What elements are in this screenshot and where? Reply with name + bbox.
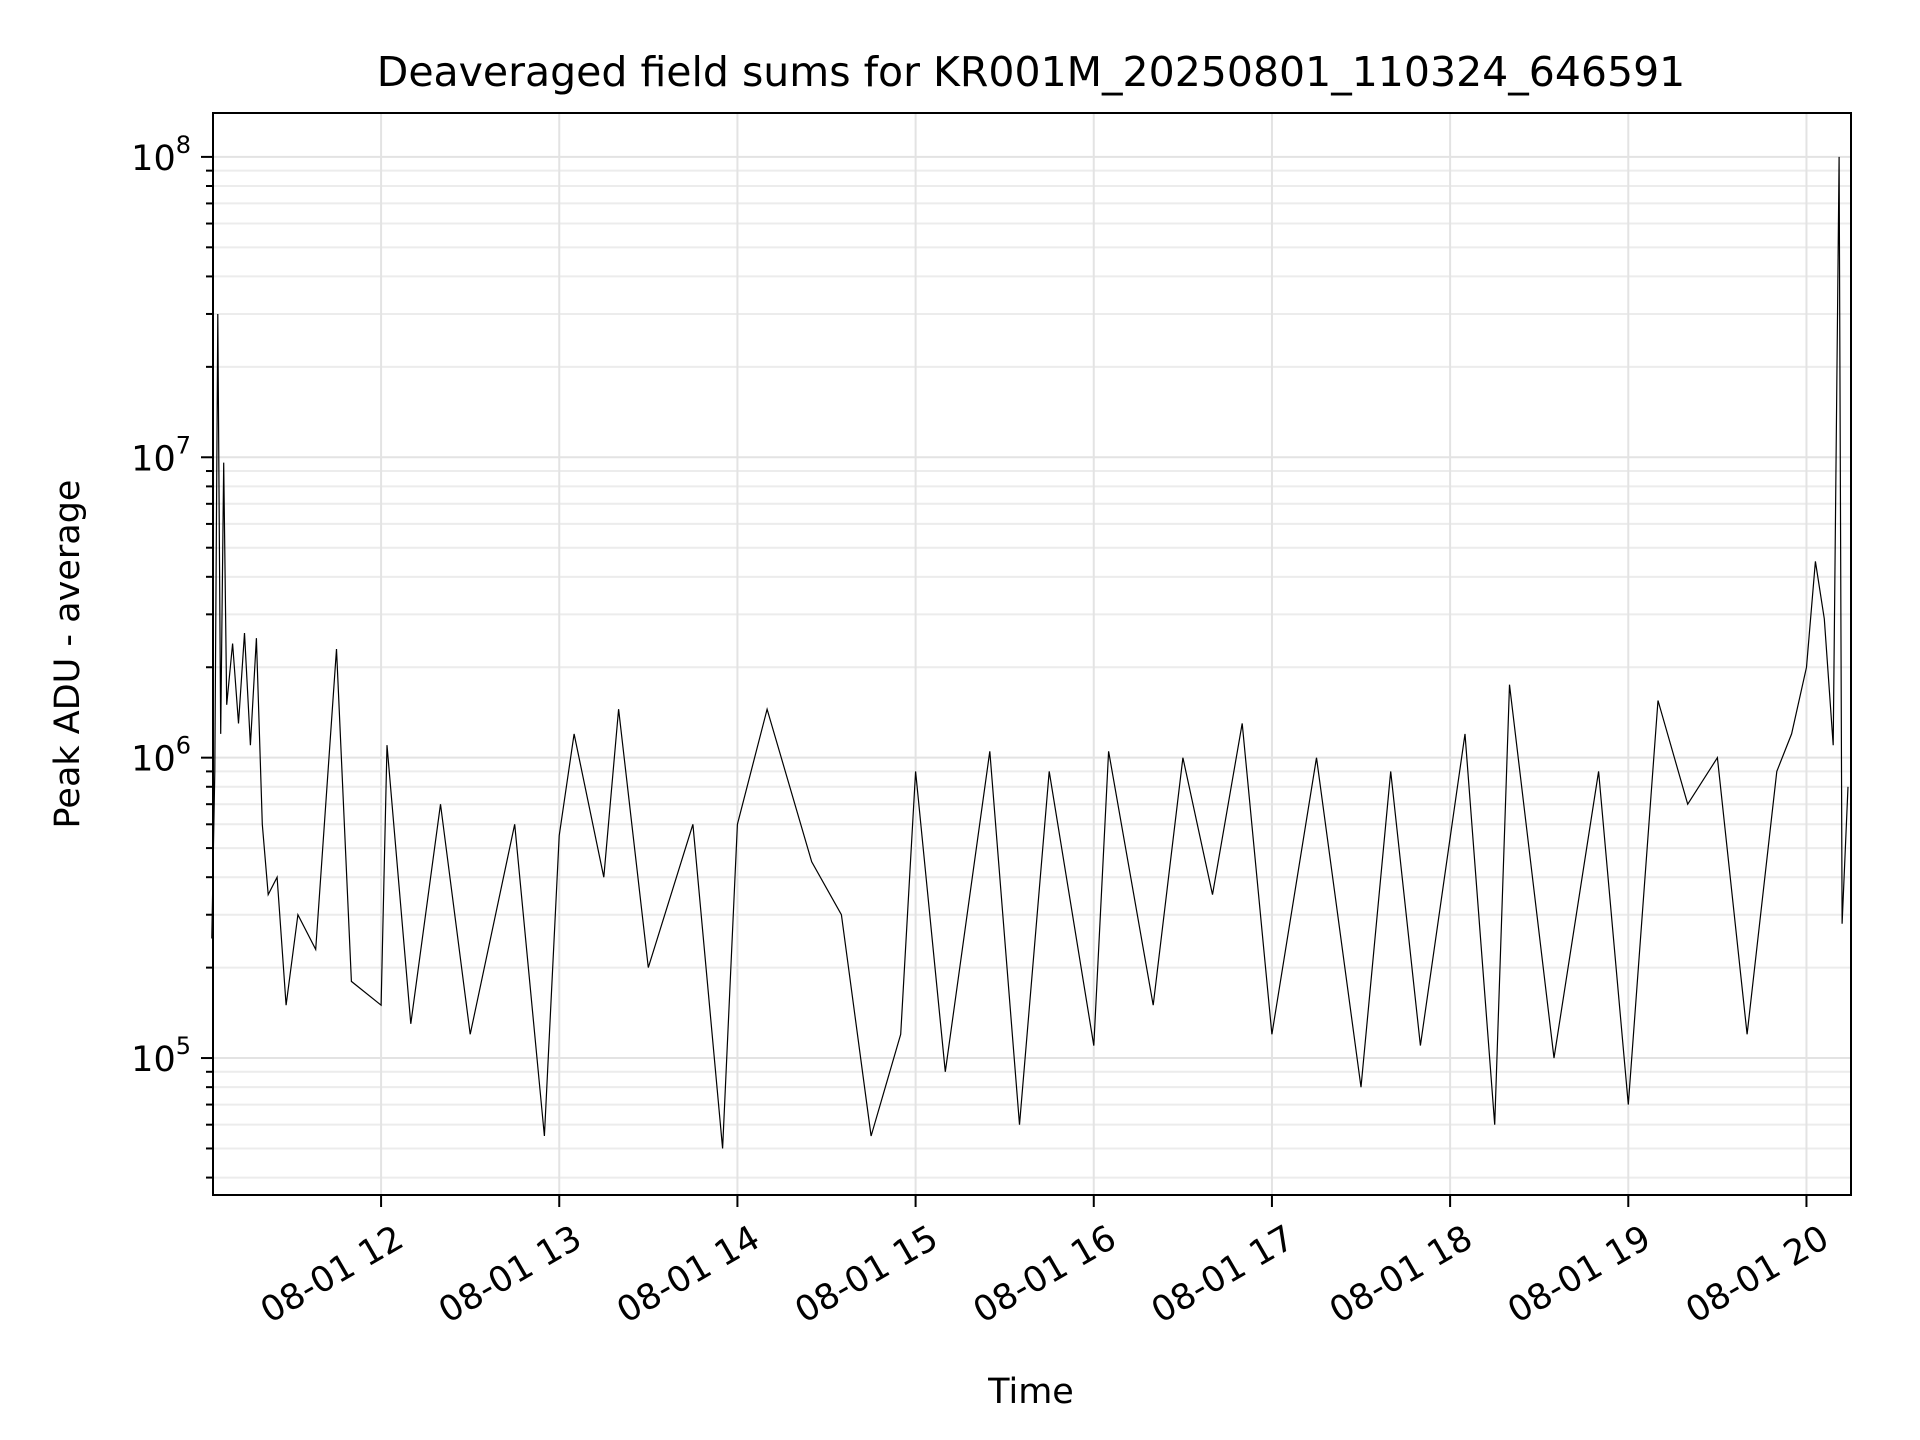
x-tick-label: 08-01 16 bbox=[967, 1218, 1123, 1331]
y-axis-label: Peak ADU - average bbox=[48, 480, 88, 829]
x-axis-label: Time bbox=[987, 1372, 1074, 1412]
x-tick-label: 08-01 17 bbox=[1145, 1218, 1301, 1331]
x-tick-label: 08-01 14 bbox=[610, 1218, 766, 1331]
x-tick-label: 08-01 15 bbox=[789, 1218, 945, 1331]
series-line bbox=[211, 156, 1849, 1149]
chart-title: Deaveraged field sums for KR001M_2025080… bbox=[377, 48, 1686, 96]
x-tick-label: 08-01 19 bbox=[1501, 1218, 1657, 1331]
series-line-group bbox=[211, 156, 1849, 1149]
y-tick-label: 106 bbox=[131, 732, 191, 780]
x-tick-label: 08-01 20 bbox=[1680, 1218, 1836, 1331]
y-tick-label: 105 bbox=[131, 1032, 191, 1080]
y-tick-label: 107 bbox=[131, 431, 191, 479]
x-tick-label: 08-01 12 bbox=[254, 1218, 410, 1331]
x-tick-label: 08-01 13 bbox=[432, 1218, 588, 1331]
grid bbox=[213, 113, 1851, 1195]
plot-frame bbox=[212, 112, 1852, 1196]
x-tick-label: 08-01 18 bbox=[1323, 1218, 1479, 1331]
y-tick-label: 108 bbox=[131, 131, 191, 179]
